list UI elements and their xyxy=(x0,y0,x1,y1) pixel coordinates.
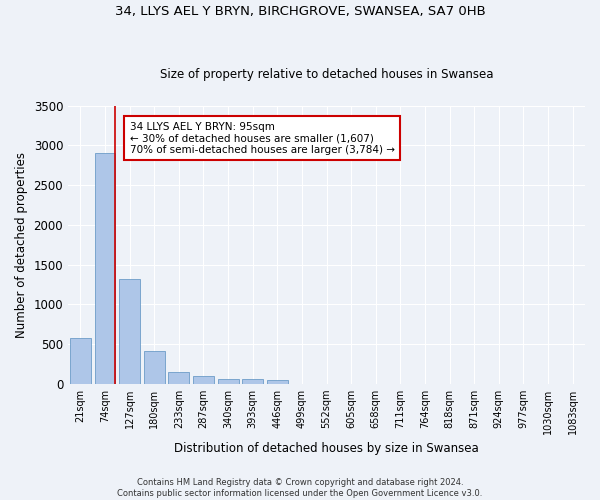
X-axis label: Distribution of detached houses by size in Swansea: Distribution of detached houses by size … xyxy=(174,442,479,455)
Title: Size of property relative to detached houses in Swansea: Size of property relative to detached ho… xyxy=(160,68,493,81)
Bar xyxy=(95,154,115,384)
Text: 34, LLYS AEL Y BRYN, BIRCHGROVE, SWANSEA, SA7 0HB: 34, LLYS AEL Y BRYN, BIRCHGROVE, SWANSEA… xyxy=(115,5,485,18)
Text: 34 LLYS AEL Y BRYN: 95sqm
← 30% of detached houses are smaller (1,607)
70% of se: 34 LLYS AEL Y BRYN: 95sqm ← 30% of detac… xyxy=(130,122,395,155)
Bar xyxy=(144,351,164,384)
Bar xyxy=(218,379,239,384)
Bar xyxy=(267,380,288,384)
Bar xyxy=(242,379,263,384)
Bar xyxy=(169,372,189,384)
Bar xyxy=(119,279,140,384)
Bar xyxy=(193,376,214,384)
Y-axis label: Number of detached properties: Number of detached properties xyxy=(15,152,28,338)
Bar xyxy=(70,338,91,384)
Text: Contains HM Land Registry data © Crown copyright and database right 2024.
Contai: Contains HM Land Registry data © Crown c… xyxy=(118,478,482,498)
